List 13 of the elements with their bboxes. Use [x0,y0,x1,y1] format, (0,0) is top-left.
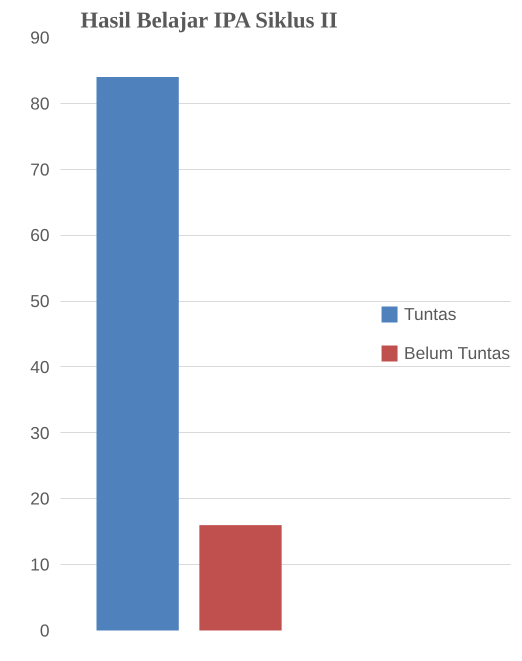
y-tick-label: 10 [30,554,50,575]
chart-title: Hasil Belajar IPA Siklus II [80,8,338,32]
y-tick-label: 0 [40,620,50,640]
y-tick-label: 40 [30,356,50,377]
y-tick-label: 50 [30,291,50,312]
y-tick-label: 90 [30,28,50,48]
y-tick-label: 80 [30,93,50,114]
legend-label: Tuntas [404,304,456,324]
y-tick-label: 60 [30,225,50,246]
y-tick-label: 20 [30,488,50,509]
y-tick-label: 30 [30,422,50,443]
y-tick-label: 70 [30,159,50,180]
legend-label: Belum Tuntas [404,342,510,364]
